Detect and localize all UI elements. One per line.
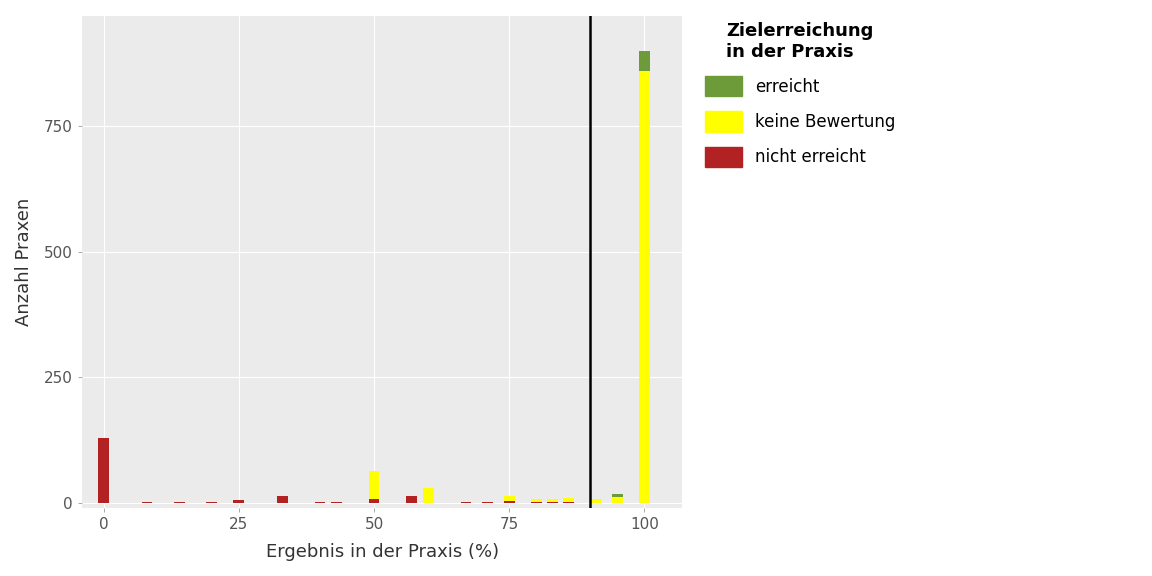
Bar [206,502,218,503]
Bar [563,502,574,503]
Bar [276,497,288,503]
Bar [369,471,379,499]
Bar [174,502,184,503]
Bar [331,502,342,503]
Bar [503,501,515,503]
Bar [563,498,574,502]
X-axis label: Ergebnis in der Praxis (%): Ergebnis in der Praxis (%) [266,543,499,561]
Bar [503,496,515,501]
Bar [423,488,433,503]
Bar [142,502,152,503]
Bar [639,51,650,71]
Legend: erreicht, keine Bewertung, nicht erreicht: erreicht, keine Bewertung, nicht erreich… [697,14,903,176]
Bar [314,502,325,503]
Bar [98,438,109,503]
Bar [547,502,558,503]
Bar [531,499,541,502]
Bar [590,499,601,503]
Bar [639,71,650,503]
Bar [461,502,471,503]
Bar [407,496,417,503]
Bar [612,494,623,497]
Y-axis label: Anzahl Praxen: Anzahl Praxen [15,198,33,326]
Bar [483,502,493,503]
Bar [234,500,244,503]
Bar [547,499,558,502]
Bar [369,499,379,503]
Bar [612,497,623,503]
Bar [531,502,541,503]
